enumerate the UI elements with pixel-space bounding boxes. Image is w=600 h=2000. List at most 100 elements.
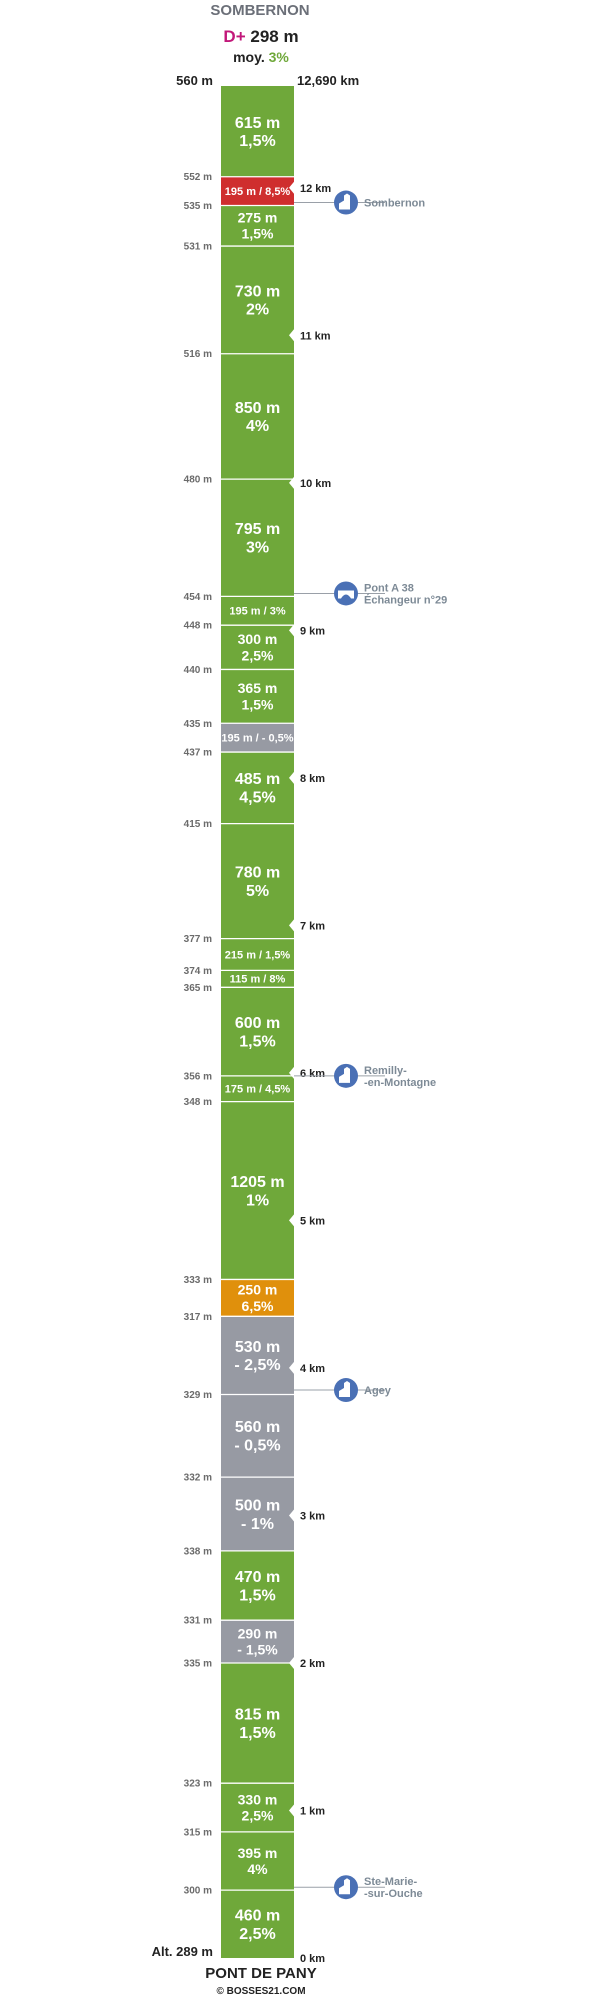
- segment-label: 485 m 4,5%: [235, 771, 280, 806]
- total-distance: 12,690 km: [297, 73, 359, 88]
- church-icon: [339, 193, 350, 210]
- km-label: 4 km: [300, 1363, 325, 1375]
- landmark-label: Agey: [364, 1385, 392, 1397]
- segment-label: 300 m 2,5%: [238, 631, 278, 663]
- profile-segment: [221, 596, 294, 626]
- profile-segment: [221, 987, 294, 1076]
- km-label: 10 km: [300, 478, 331, 490]
- segment-label: 275 m 1,5%: [238, 210, 278, 242]
- profile-segment: [221, 1316, 294, 1395]
- altitude-label: 440 m: [184, 665, 212, 676]
- altitude-label: 374 m: [184, 966, 212, 977]
- segment-label: 815 m 1,5%: [235, 1706, 280, 1741]
- km-notch: [289, 1509, 294, 1522]
- profile-segment: [221, 1620, 294, 1663]
- segment-label: 330 m 2,5%: [238, 1791, 278, 1823]
- altitude-label: 338 m: [184, 1546, 212, 1557]
- altitude-label: 333 m: [184, 1275, 212, 1286]
- segment-label: 850 m 4%: [235, 400, 280, 435]
- km-label: 6 km: [300, 1068, 325, 1080]
- bottom-altitude: Alt. 289 m: [152, 1944, 213, 1959]
- segment-label: 530 m- 2,5%: [234, 1339, 280, 1374]
- km-label: 9 km: [300, 625, 325, 637]
- km-markers: 12 km 11 km 10 km 9 km 8 km 7 km 6 km 5 km 4 km 3…: [289, 181, 331, 1965]
- segment-label: 780 m 5%: [235, 865, 280, 900]
- km-notch: [289, 181, 294, 194]
- profile-segment: [221, 1831, 294, 1891]
- km-label: 0 km: [300, 1953, 325, 1965]
- profile-segment: [221, 1477, 294, 1551]
- landmark-label: Remilly--en-Montagne: [364, 1065, 436, 1089]
- segment-label: 365 m 1,5%: [238, 680, 278, 712]
- profile-segment: [221, 625, 294, 670]
- segment-label: 195 m / - 0,5%: [221, 733, 293, 745]
- landmark-label: Ste-Marie--sur-Ouche: [364, 1876, 423, 1900]
- average-grade: moy. 3%: [233, 49, 289, 65]
- bottom-place-title: PONT DE PANY: [205, 1965, 316, 1982]
- altitude-label: 348 m: [184, 1097, 212, 1108]
- altitude-label: 323 m: [184, 1779, 212, 1790]
- landmark-label: Sombernon: [364, 198, 425, 210]
- elevation-gain: D+ 298 m: [223, 27, 298, 46]
- profile-segment: [221, 246, 294, 354]
- segment-label: 1205 m 1%: [230, 1174, 284, 1209]
- average-grade-label: moy.: [233, 49, 265, 65]
- altitude-label: 377 m: [184, 934, 212, 945]
- km-label: 5 km: [300, 1215, 325, 1227]
- km-label: 11 km: [300, 330, 331, 342]
- segment-label: 615 m 1,5%: [235, 115, 280, 150]
- altitude-label: 552 m: [184, 172, 212, 183]
- segment-label: 730 m 2%: [235, 283, 280, 318]
- altitude-label: 437 m: [184, 748, 212, 759]
- profile-segment: [221, 1075, 294, 1102]
- segment-label: 195 m / 8,5%: [225, 186, 291, 198]
- km-notch: [289, 476, 294, 489]
- profile-segment: [221, 1783, 294, 1832]
- altitude-label: 332 m: [184, 1473, 212, 1484]
- segment-label: 795 m 3%: [235, 521, 280, 556]
- km-label: 7 km: [300, 920, 325, 932]
- profile-segment: [221, 1662, 294, 1784]
- elevation-gain-label: D+: [223, 27, 245, 46]
- segment-label: 600 m 1,5%: [235, 1015, 280, 1050]
- profile-segment: [221, 1550, 294, 1621]
- km-label: 2 km: [300, 1658, 325, 1670]
- km-notch: [289, 771, 294, 784]
- altitude-label: 535 m: [184, 201, 212, 212]
- km-notch: [289, 1214, 294, 1227]
- altitude-label: 531 m: [184, 242, 212, 253]
- segment-label: 460 m 2,5%: [235, 1907, 280, 1942]
- average-grade-value: 3%: [269, 49, 290, 65]
- landmark-label: Pont A 38 Échangeur n°29: [364, 582, 447, 606]
- top-altitude: 560 m: [176, 73, 213, 88]
- altitude-label: 317 m: [184, 1312, 212, 1323]
- landmark-markers: Sombernon Pont A 38 Échangeur n°29 Remilly-…: [294, 190, 447, 1900]
- elevation-gain-value: 298 m: [250, 27, 298, 46]
- altitude-labels: 552 m 535 m 531 m 516 m 480 m 454 m 448 m 440 m…: [184, 172, 212, 1896]
- km-notch: [289, 329, 294, 342]
- km-notch: [289, 919, 294, 932]
- segment-label: 175 m / 4,5%: [225, 1084, 291, 1096]
- bridge-icon: [338, 590, 354, 599]
- altitude-label: 331 m: [184, 1616, 212, 1627]
- altitude-label: 415 m: [184, 819, 212, 830]
- top-place-title: SOMBERNON: [210, 2, 310, 19]
- km-label: 3 km: [300, 1510, 325, 1522]
- km-notch: [289, 1361, 294, 1374]
- church-icon: [339, 1066, 350, 1083]
- altitude-label: 300 m: [184, 1886, 212, 1897]
- profile-segment: [221, 205, 294, 247]
- profile-segment: [221, 479, 294, 597]
- altitude-label: 435 m: [184, 719, 212, 730]
- km-label: 12 km: [300, 183, 331, 195]
- km-notch: [289, 1656, 294, 1669]
- km-label: 1 km: [300, 1805, 325, 1817]
- profile-segment: [221, 669, 294, 724]
- altitude-label: 448 m: [184, 621, 212, 632]
- profile-segment: [221, 938, 294, 971]
- altitude-label: 315 m: [184, 1827, 212, 1838]
- segment-label: 395 m 4%: [238, 1845, 278, 1877]
- segment-label: 470 m 1,5%: [235, 1569, 280, 1604]
- profile-segment: [221, 86, 294, 177]
